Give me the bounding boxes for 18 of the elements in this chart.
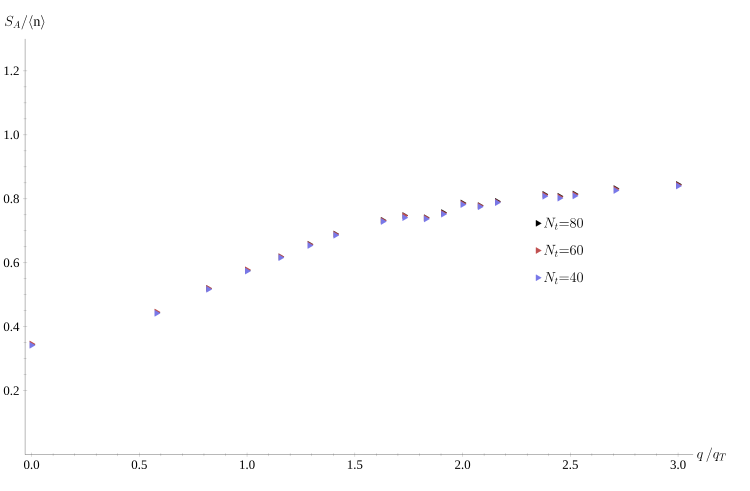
x-tick-label: 0.5 <box>132 460 147 470</box>
legend-label: $N_t{=}80$ <box>544 218 583 230</box>
x-tick-label: 3.0 <box>670 460 686 470</box>
legend-label: $N_t{=}60$ <box>544 245 583 258</box>
y-tick-label: 0.4 <box>4 322 20 332</box>
y-tick-label: 0.6 <box>4 258 20 268</box>
x-tick-label: 1.5 <box>348 460 362 470</box>
y-tick-label: 1.2 <box>4 66 19 76</box>
y-tick-label: 0.8 <box>4 194 19 204</box>
legend-label: $N_t{=}40$ <box>544 272 583 284</box>
x-tick-label: 2.5 <box>562 460 578 470</box>
x-tick-label: 0.0 <box>24 460 40 470</box>
y-tick-label: 1.0 <box>4 130 19 140</box>
x-tick-label: 2.0 <box>455 460 470 470</box>
x-axis-title: $q\,/q_T$ <box>697 448 726 462</box>
x-tick-label: 1.0 <box>240 460 255 470</box>
y-axis-title: $S_A/\langle \mathrm{n}\rangle$ <box>5 15 44 30</box>
y-tick-label: 0.2 <box>4 386 19 396</box>
